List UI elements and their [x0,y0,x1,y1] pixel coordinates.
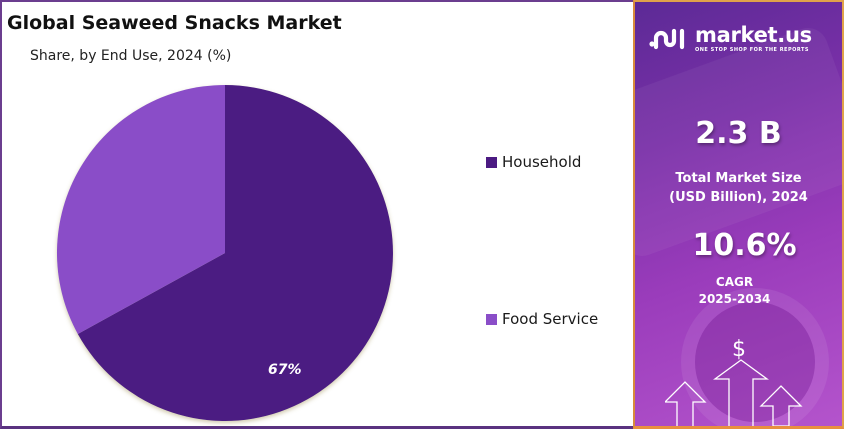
market-size-label-line2: (USD Billion), 2024 [669,190,808,205]
brand-tagline: ONE STOP SHOP FOR THE REPORTS [695,47,810,53]
pie-slice-food-service[interactable] [56,85,226,334]
market-us-logo-icon [649,28,685,49]
cagr-value: 10.6% [692,228,797,263]
chart-title: Global Seaweed Snacks Market [7,12,342,34]
chart-subtitle: Share, by End Use, 2024 (%) [30,48,232,64]
market-size-label-line1: Total Market Size [675,171,802,186]
cagr-label-line2: 2025-2034 [698,292,771,306]
pie-svg [56,85,393,422]
background-coin-decoration [695,302,815,422]
dollar-icon: $ [732,337,746,362]
legend-label-food-service: Food Service [502,310,599,328]
pie-chart: 67% [52,80,398,426]
pie-label-household: 67% [268,362,302,378]
brand-logo[interactable]: market.us ONE STOP SHOP FOR THE REPORTS [649,24,812,53]
growth-arrows-icon: $ [665,337,803,426]
chart-panel: Global Seaweed Snacks Market Share, by E… [0,0,633,429]
legend-label-household: Household [502,153,582,171]
legend-item-food-service[interactable]: Food Service [486,310,598,328]
legend-swatch-household [486,156,497,168]
stats-sidebar: market.us ONE STOP SHOP FOR THE REPORTS … [633,0,844,429]
legend-swatch-food-service [486,313,497,325]
cagr-label-line1: CAGR [715,275,754,289]
pie-slice-household[interactable] [77,85,393,422]
legend-item-household[interactable]: Household [486,153,581,171]
brand-name: market.us [695,23,812,47]
market-size-value: 2.3 B [695,116,782,151]
